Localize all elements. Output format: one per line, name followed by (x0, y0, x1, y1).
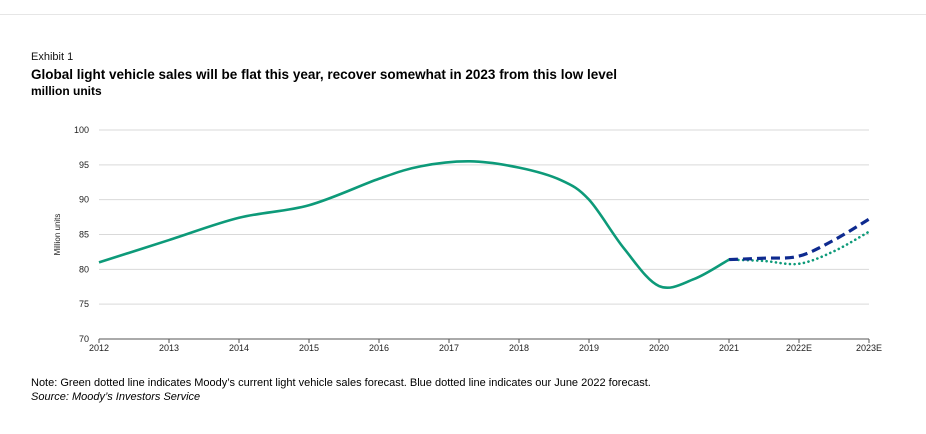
series-dotted-line (727, 230, 871, 266)
gridlines (99, 129, 869, 305)
x-tick-label: 2015 (299, 343, 319, 353)
chart-subtitle: million units (31, 84, 102, 98)
x-tick-label: 2021 (719, 343, 739, 353)
y-tick-label: 80 (79, 264, 89, 274)
x-tick-label: 2013 (159, 343, 179, 353)
series (98, 160, 871, 290)
x-tick-label: 2023E (856, 343, 882, 353)
x-tick-label: 2019 (579, 343, 599, 353)
chart-note: Note: Green dotted line indicates Moody’… (31, 377, 651, 389)
x-tick-label: 2017 (439, 343, 459, 353)
chart-source: Source: Moody’s Investors Service (31, 391, 201, 403)
tick-labels: 70 75 80 85 90 95 100 2012 2013 2014 2015 2016 2017 2… (53, 125, 882, 353)
y-tick-label: 85 (79, 230, 89, 240)
x-tick-label: 2014 (229, 343, 249, 353)
chart-title: Global light vehicle sales will be flat … (31, 67, 617, 82)
y-tick-label: 90 (79, 195, 89, 205)
y-axis-title: Million units (53, 214, 62, 256)
exhibit-label: Exhibit 1 (31, 51, 74, 63)
x-tick-label: 2020 (649, 343, 669, 353)
axes (98, 338, 870, 343)
x-tick-label: 2016 (369, 343, 389, 353)
page-top-bar (0, 0, 926, 15)
line-chart: 70 75 80 85 90 95 100 2012 2013 2014 2015 2016 2017 2… (53, 125, 882, 353)
y-tick-label: 95 (79, 160, 89, 170)
series-solid-line (98, 160, 730, 290)
x-tick-label: 2018 (509, 343, 529, 353)
y-tick-label: 70 (79, 334, 89, 344)
x-tick-label: 2012 (89, 343, 109, 353)
series-dashed-line (728, 217, 870, 262)
y-tick-label: 100 (74, 125, 89, 135)
y-tick-label: 75 (79, 299, 89, 309)
x-tick-label: 2022E (786, 343, 812, 353)
